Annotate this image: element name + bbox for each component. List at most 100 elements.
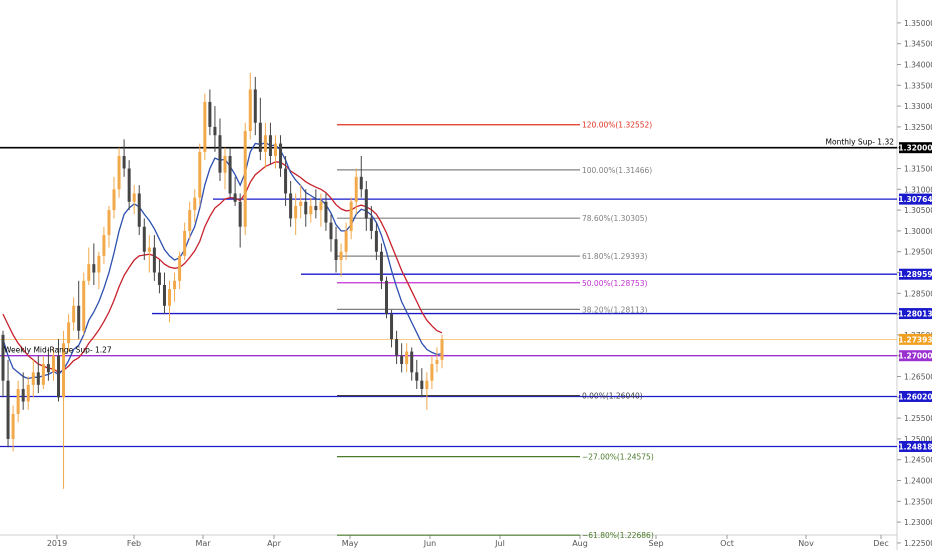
candle-body[interactable] (374, 230, 378, 252)
candle-body[interactable] (238, 201, 242, 227)
candle-body[interactable] (107, 210, 111, 236)
candle-body[interactable] (62, 343, 66, 398)
candle-body[interactable] (72, 305, 76, 323)
candle-body[interactable] (319, 201, 323, 211)
candle-body[interactable] (349, 201, 353, 231)
candle-body[interactable] (258, 122, 262, 152)
candle-body[interactable] (359, 176, 363, 190)
candle-body[interactable] (344, 230, 348, 252)
candle-body[interactable] (157, 272, 161, 285)
candle-body[interactable] (440, 339, 444, 360)
candle-body[interactable] (405, 351, 409, 365)
candle-body[interactable] (92, 264, 96, 273)
candle-body[interactable] (410, 351, 414, 373)
candle-body[interactable] (178, 255, 182, 281)
candle-body[interactable] (208, 101, 212, 127)
candle-body[interactable] (46, 364, 50, 373)
y-tick-label: 1.25000 (904, 435, 932, 444)
candle-body[interactable] (1, 334, 5, 381)
x-tick-label: 2019 (47, 539, 67, 548)
x-tick-label: Oct (720, 539, 734, 548)
y-tick-label: 1.24500 (904, 456, 932, 465)
candle-body[interactable] (339, 251, 343, 261)
candle-body[interactable] (112, 189, 116, 211)
candle-body[interactable] (102, 235, 106, 256)
candle-body[interactable] (6, 380, 10, 439)
candle-body[interactable] (97, 255, 101, 273)
candle-body[interactable] (16, 388, 20, 414)
axis-monthly-support-tag (899, 142, 932, 154)
candle-body[interactable] (243, 131, 247, 227)
candle-body[interactable] (309, 205, 313, 215)
candle-body[interactable] (248, 89, 252, 132)
candle-body[interactable] (223, 156, 227, 173)
candle-body[interactable] (173, 280, 177, 290)
x-tick-label: Mar (195, 539, 211, 548)
candle-body[interactable] (304, 201, 308, 215)
candle-body[interactable] (162, 284, 166, 306)
candle-body[interactable] (137, 193, 141, 227)
y-tick-label: 1.35000 (904, 19, 932, 28)
candle-body[interactable] (233, 193, 237, 202)
candle-body[interactable] (11, 413, 15, 439)
candle-body[interactable] (117, 156, 121, 190)
candle-body[interactable] (263, 135, 267, 152)
candle-body[interactable] (213, 126, 217, 136)
candle-body[interactable] (26, 384, 30, 402)
candle-body[interactable] (203, 101, 207, 152)
candle-body[interactable] (228, 156, 232, 194)
candle-body[interactable] (51, 355, 55, 373)
candle-body[interactable] (41, 364, 45, 385)
candle-body[interactable] (218, 135, 222, 173)
candle-body[interactable] (193, 197, 197, 211)
candle-body[interactable] (183, 230, 187, 256)
candle-body[interactable] (273, 143, 277, 157)
candle-body[interactable] (299, 201, 303, 206)
candle-body[interactable] (67, 322, 71, 344)
candle-body[interactable] (289, 193, 293, 219)
candle-body[interactable] (384, 280, 388, 315)
candle-body[interactable] (57, 355, 61, 398)
candle-body[interactable] (420, 380, 424, 389)
candle-body[interactable] (36, 372, 40, 385)
candle-body[interactable] (152, 247, 156, 273)
candle-body[interactable] (87, 264, 91, 281)
candle-body[interactable] (334, 239, 338, 261)
candle-body[interactable] (168, 289, 172, 306)
y-tick-label: 1.25500 (904, 414, 932, 423)
candle-body[interactable] (329, 222, 333, 240)
candle-body[interactable] (354, 176, 358, 202)
candle-body[interactable] (435, 359, 439, 365)
candle-body[interactable] (142, 226, 146, 252)
candle-body[interactable] (294, 205, 298, 219)
candle-body[interactable] (379, 251, 383, 281)
candle-body[interactable] (82, 280, 86, 331)
candle-body[interactable] (21, 388, 25, 402)
candle-body[interactable] (324, 201, 328, 223)
candle-body[interactable] (364, 189, 368, 219)
candle-body[interactable] (268, 135, 272, 157)
candle-body[interactable] (425, 380, 429, 389)
candle-body[interactable] (279, 143, 283, 169)
candle-body[interactable] (147, 247, 151, 252)
candle-body[interactable] (132, 193, 136, 202)
candle-body[interactable] (415, 372, 419, 381)
candle-body[interactable] (188, 210, 192, 231)
axis-current-price-tag (899, 333, 932, 345)
candle-body[interactable] (390, 314, 394, 340)
candle-body[interactable] (430, 364, 434, 381)
candle-body[interactable] (77, 305, 81, 331)
candle-body[interactable] (127, 168, 131, 202)
candle-body[interactable] (395, 339, 399, 356)
candle-body[interactable] (253, 89, 257, 123)
candle-body[interactable] (198, 151, 202, 198)
candle-body[interactable] (314, 205, 318, 211)
candle-body[interactable] (369, 218, 373, 231)
candle-body[interactable] (284, 168, 288, 194)
candle-body[interactable] (122, 156, 126, 169)
y-tick-label: 1.22500 (904, 539, 932, 548)
candle-body[interactable] (31, 372, 35, 385)
candle-body[interactable] (400, 355, 404, 365)
